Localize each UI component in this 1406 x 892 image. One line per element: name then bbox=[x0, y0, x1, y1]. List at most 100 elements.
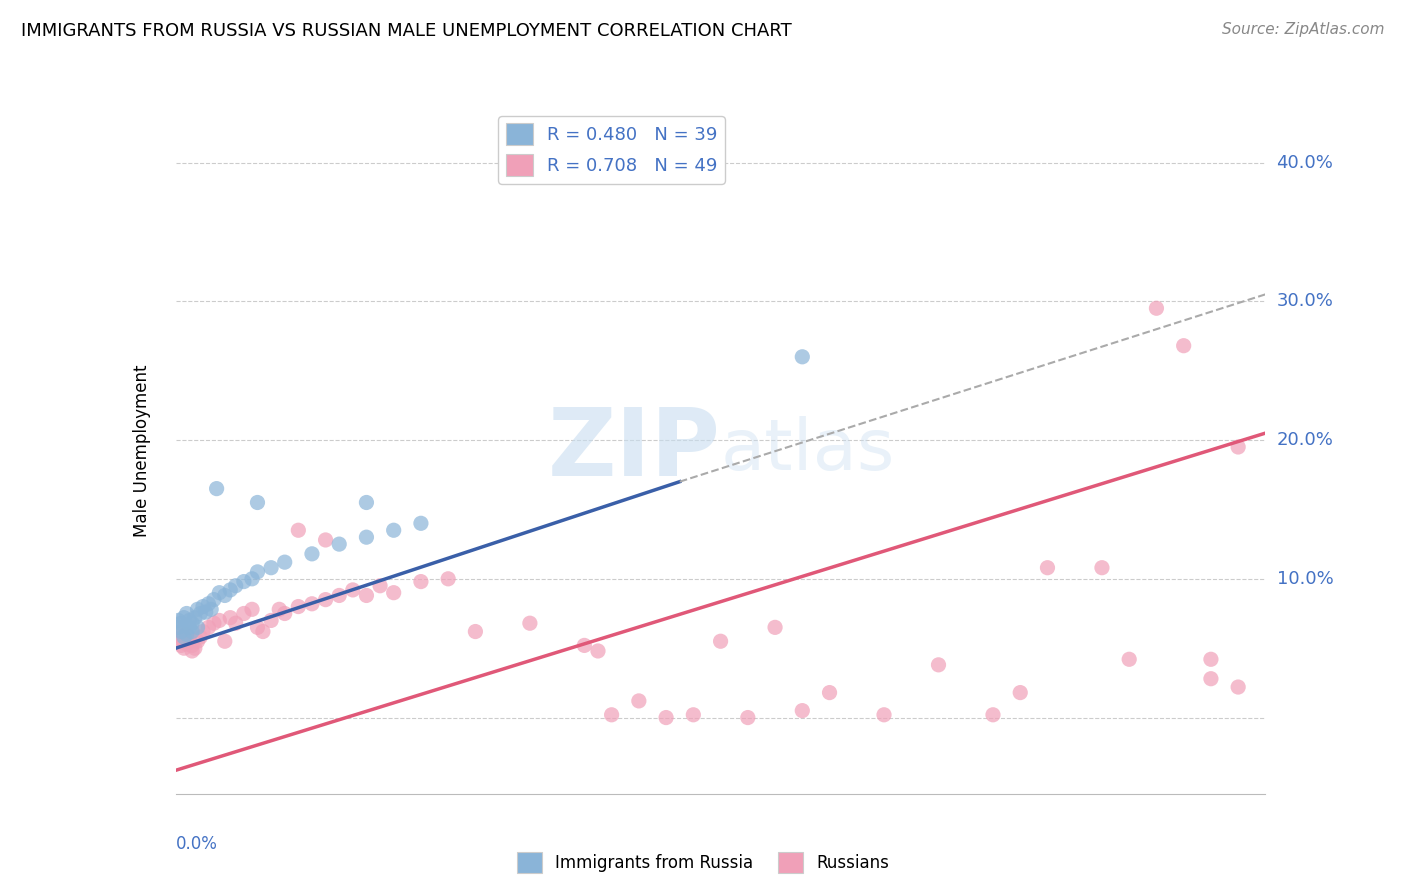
Point bbox=[356, 530, 378, 544]
Point bbox=[269, 602, 291, 616]
Point bbox=[586, 644, 609, 658]
Point bbox=[342, 582, 364, 597]
Point bbox=[873, 707, 896, 722]
Point bbox=[214, 634, 236, 648]
Point bbox=[1036, 560, 1059, 574]
Point bbox=[315, 592, 337, 607]
Point bbox=[173, 634, 195, 648]
Point bbox=[225, 579, 247, 593]
Point bbox=[197, 597, 219, 611]
Y-axis label: Male Unemployment: Male Unemployment bbox=[134, 364, 152, 537]
Point bbox=[167, 620, 190, 634]
Legend: Immigrants from Russia, Russians: Immigrants from Russia, Russians bbox=[510, 846, 896, 880]
Point bbox=[219, 610, 242, 624]
Point bbox=[246, 565, 269, 579]
Point bbox=[260, 560, 283, 574]
Point bbox=[173, 641, 195, 656]
Point bbox=[186, 602, 209, 616]
Point bbox=[315, 533, 337, 547]
Point bbox=[181, 624, 204, 639]
Point bbox=[1118, 652, 1140, 666]
Point bbox=[179, 630, 201, 644]
Point bbox=[194, 605, 217, 619]
Text: ZIP: ZIP bbox=[548, 404, 721, 497]
Point bbox=[188, 607, 211, 621]
Point bbox=[574, 639, 596, 653]
Point bbox=[232, 574, 254, 589]
Point bbox=[179, 614, 201, 628]
Point bbox=[252, 624, 274, 639]
Legend: R = 0.480   N = 39, R = 0.708   N = 49: R = 0.480 N = 39, R = 0.708 N = 49 bbox=[499, 116, 724, 184]
Point bbox=[682, 707, 704, 722]
Point bbox=[260, 614, 283, 628]
Point bbox=[170, 630, 193, 644]
Point bbox=[170, 624, 193, 639]
Point bbox=[437, 572, 460, 586]
Point bbox=[1010, 685, 1032, 699]
Point bbox=[179, 634, 201, 648]
Point bbox=[328, 589, 350, 603]
Point bbox=[219, 582, 242, 597]
Point bbox=[240, 572, 263, 586]
Point bbox=[981, 707, 1004, 722]
Point bbox=[167, 614, 190, 628]
Point bbox=[928, 657, 950, 672]
Point bbox=[176, 607, 198, 621]
Point bbox=[188, 630, 211, 644]
Point bbox=[184, 610, 207, 624]
Point bbox=[356, 495, 378, 509]
Point bbox=[167, 627, 190, 641]
Point bbox=[181, 639, 204, 653]
Point bbox=[792, 350, 814, 364]
Text: Source: ZipAtlas.com: Source: ZipAtlas.com bbox=[1222, 22, 1385, 37]
Point bbox=[1173, 339, 1195, 353]
Point bbox=[176, 627, 198, 641]
Point bbox=[176, 637, 198, 651]
Point bbox=[181, 644, 204, 658]
Text: 10.0%: 10.0% bbox=[1277, 570, 1333, 588]
Point bbox=[1199, 652, 1222, 666]
Point bbox=[246, 495, 269, 509]
Point bbox=[208, 585, 231, 599]
Text: 40.0%: 40.0% bbox=[1277, 153, 1333, 171]
Point bbox=[519, 616, 541, 631]
Point bbox=[1091, 560, 1114, 574]
Point bbox=[274, 607, 297, 621]
Point bbox=[186, 620, 209, 634]
Point bbox=[763, 620, 786, 634]
Text: IMMIGRANTS FROM RUSSIA VS RUSSIAN MALE UNEMPLOYMENT CORRELATION CHART: IMMIGRANTS FROM RUSSIA VS RUSSIAN MALE U… bbox=[21, 22, 792, 40]
Point bbox=[464, 624, 486, 639]
Point bbox=[191, 599, 214, 614]
Point bbox=[200, 602, 222, 616]
Text: 20.0%: 20.0% bbox=[1277, 431, 1333, 449]
Point bbox=[181, 616, 204, 631]
Point bbox=[205, 482, 228, 496]
Point bbox=[1227, 440, 1250, 454]
Text: 0.0%: 0.0% bbox=[176, 835, 218, 853]
Point bbox=[246, 620, 269, 634]
Point bbox=[301, 597, 323, 611]
Point bbox=[287, 599, 309, 614]
Text: 30.0%: 30.0% bbox=[1277, 293, 1333, 310]
Point bbox=[274, 555, 297, 569]
Point bbox=[214, 589, 236, 603]
Point bbox=[600, 707, 623, 722]
Point bbox=[792, 704, 814, 718]
Point bbox=[176, 627, 198, 641]
Point bbox=[1227, 680, 1250, 694]
Point bbox=[368, 579, 391, 593]
Point bbox=[179, 620, 201, 634]
Point bbox=[382, 523, 405, 537]
Point bbox=[627, 694, 650, 708]
Point bbox=[409, 516, 432, 531]
Point bbox=[232, 607, 254, 621]
Point bbox=[208, 614, 231, 628]
Point bbox=[382, 585, 405, 599]
Point bbox=[225, 616, 247, 631]
Point bbox=[202, 592, 225, 607]
Point bbox=[170, 639, 193, 653]
Point bbox=[167, 634, 190, 648]
Point bbox=[240, 602, 263, 616]
Point bbox=[655, 710, 678, 724]
Point bbox=[197, 620, 219, 634]
